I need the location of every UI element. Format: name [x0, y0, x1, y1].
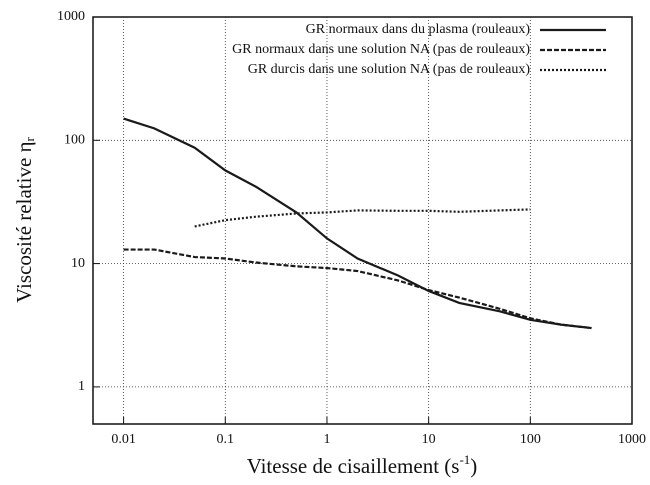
y-axis-label: Viscosité relative ηr — [12, 137, 37, 303]
y-tick-label: 1 — [78, 379, 85, 394]
y-tick-label: 100 — [64, 133, 85, 148]
x-label-sup: -1 — [459, 452, 470, 467]
y-tick-label: 1000 — [57, 9, 85, 24]
legend-label: GR durcis dans une solution NA (pas de r… — [248, 62, 531, 77]
x-tick-label: 10 — [422, 432, 436, 447]
y-tick-label: 10 — [71, 256, 85, 271]
x-label-main: Vitesse de cisaillement (s — [247, 454, 460, 478]
x-axis-label: Vitesse de cisaillement (s-1) — [247, 452, 478, 478]
series-line — [194, 208, 531, 228]
legend-label: GR normaux dans une solution NA (pas de … — [232, 42, 530, 57]
series-line — [123, 117, 592, 330]
x-tick-label: 0.01 — [111, 432, 136, 447]
plot-frame — [92, 16, 633, 425]
series-line — [123, 248, 592, 330]
legend-label: GR normaux dans du plasma (rouleaux) — [306, 22, 531, 37]
y-label-sub: r — [22, 137, 37, 142]
x-tick-label: 0.1 — [217, 432, 235, 447]
x-label-end: ) — [470, 454, 477, 478]
x-tick-label: 1 — [323, 432, 330, 447]
y-label-main: Viscosité relative η — [12, 142, 36, 303]
x-tick-label: 1000 — [618, 432, 646, 447]
x-tick-label: 100 — [520, 432, 541, 447]
